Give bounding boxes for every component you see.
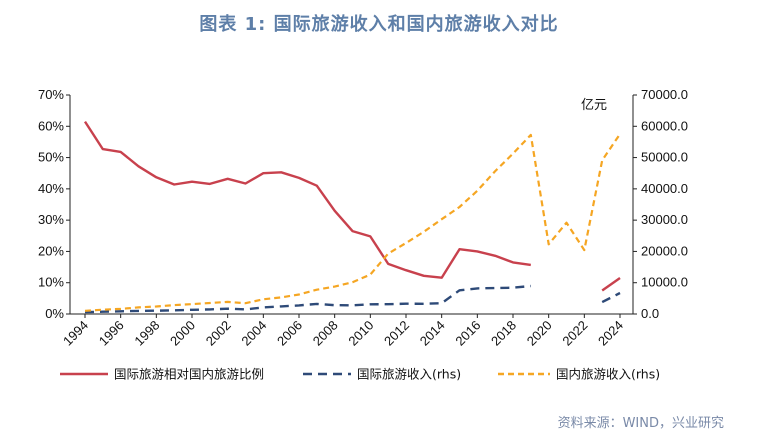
right-axis-unit: 亿元 (581, 98, 607, 113)
left-tick-label: 50% (38, 150, 64, 165)
x-tick-label: 2012 (381, 318, 412, 349)
right-tick-label: 70000.0 (641, 87, 688, 102)
x-tick-label: 2004 (238, 318, 269, 349)
x-tick-label: 2020 (524, 318, 555, 349)
right-tick-label: 50000.0 (641, 150, 688, 165)
legend-label-2: 国内旅游收入(rhs) (556, 367, 660, 382)
x-tick-label: 2002 (203, 318, 234, 349)
left-tick-label: 30% (38, 212, 64, 227)
chart-title: 图表 1: 国际旅游收入和国内旅游收入对比 (199, 14, 559, 35)
x-tick-label: 2014 (417, 318, 448, 349)
x-tick-label: 1998 (131, 318, 162, 349)
series-line-1 (601, 291, 621, 304)
legend-label-0: 国际旅游相对国内旅游比例 (114, 367, 264, 382)
left-tick-label: 0% (45, 306, 64, 321)
left-tick-label: 40% (38, 181, 64, 196)
left-tick-label: 60% (38, 118, 64, 133)
series-line-0 (601, 277, 621, 292)
x-tick-label: 1994 (60, 318, 91, 349)
x-tick-label: 2008 (310, 318, 341, 349)
series-line-1 (84, 284, 531, 314)
left-tick-label: 10% (38, 275, 64, 290)
x-tick-label: 1996 (96, 318, 127, 349)
right-tick-label: 0.0 (641, 306, 659, 321)
series-line-0 (83, 120, 531, 279)
left-tick-label: 20% (38, 243, 64, 258)
right-tick-label: 30000.0 (641, 212, 688, 227)
right-tick-label: 60000.0 (641, 118, 688, 133)
x-tick-label: 2010 (345, 318, 376, 349)
x-tick-label: 2006 (274, 318, 305, 349)
series-line-2 (84, 133, 621, 312)
source-note: 资料来源：WIND，兴业研究 (557, 416, 724, 431)
x-tick-label: 2000 (167, 318, 198, 349)
x-tick-label: 2016 (452, 318, 483, 349)
right-tick-label: 40000.0 (641, 181, 688, 196)
x-tick-label: 2024 (595, 318, 626, 349)
right-tick-label: 20000.0 (641, 243, 688, 258)
left-tick-label: 70% (38, 87, 64, 102)
right-tick-label: 10000.0 (641, 275, 688, 290)
x-tick-label: 2018 (488, 318, 519, 349)
legend-label-1: 国际旅游收入(rhs) (357, 367, 461, 382)
x-tick-label: 2022 (559, 318, 590, 349)
